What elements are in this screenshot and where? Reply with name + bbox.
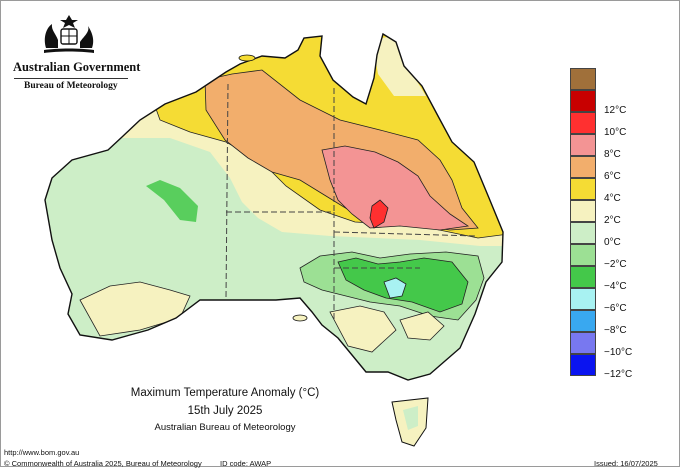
agency-name: Bureau of Meteorology	[24, 81, 118, 91]
legend-label: 6°C	[604, 171, 621, 182]
legend-swatch	[570, 90, 596, 112]
legend-label: −4°C	[604, 281, 627, 292]
legend-swatch	[570, 68, 596, 90]
footer-id-code: ID code: AWAP	[220, 459, 272, 468]
legend-label: 8°C	[604, 149, 621, 160]
legend-swatch	[570, 200, 596, 222]
cool-zone-minus6c	[383, 277, 407, 299]
government-name: Australian Government	[13, 60, 141, 74]
legend-swatch	[570, 288, 596, 310]
legend-swatch	[570, 310, 596, 332]
legend-swatch	[570, 244, 596, 266]
map-title: Maximum Temperature Anomaly (°C)	[130, 387, 320, 399]
legend-swatch	[570, 354, 596, 376]
footer-copyright: © Commonwealth of Australia 2025, Bureau…	[4, 459, 202, 468]
legend-swatch	[570, 156, 596, 178]
warm-patch-southeast	[329, 305, 397, 353]
warm-zone-8c	[321, 145, 470, 231]
warm-patch-ne-tip	[372, 36, 426, 96]
cool-patch-west	[146, 180, 198, 222]
tasmania-cool-patch	[403, 406, 418, 430]
warm-patch-southwest	[79, 281, 191, 337]
legend-swatch	[570, 112, 596, 134]
legend-label: 4°C	[604, 193, 621, 204]
legend-label: −12°C	[604, 369, 633, 380]
legend-swatch	[570, 266, 596, 288]
legend-label: −8°C	[604, 325, 627, 336]
island-melville	[238, 54, 256, 62]
government-logo: Australian Government Bureau of Meteorol…	[10, 10, 140, 96]
state-borders	[225, 83, 477, 322]
logo-divider	[14, 78, 128, 79]
coat-of-arms-icon	[44, 15, 94, 53]
footer-issued: Issued: 16/07/2025	[594, 459, 658, 468]
legend-label: 0°C	[604, 237, 621, 248]
legend-label: 10°C	[604, 127, 627, 138]
legend-swatch	[570, 134, 596, 156]
footer-url[interactable]: http://www.bom.gov.au	[4, 448, 80, 457]
legend-label: −6°C	[604, 303, 627, 314]
island-kangaroo	[292, 314, 308, 322]
legend-label: 2°C	[604, 215, 621, 226]
map-date: 15th July 2025	[187, 405, 263, 417]
mainland-coastline	[44, 32, 504, 381]
legend-swatch	[570, 332, 596, 354]
legend-swatch	[570, 178, 596, 200]
legend-label: −2°C	[604, 259, 627, 270]
legend-swatch	[570, 222, 596, 244]
legend-label: 12°C	[604, 105, 627, 116]
warm-zone-10c	[369, 199, 389, 229]
legend-label: −10°C	[604, 347, 633, 358]
warm-patch-coast	[399, 311, 445, 341]
map-source: Australian Bureau of Meteorology	[154, 422, 296, 433]
